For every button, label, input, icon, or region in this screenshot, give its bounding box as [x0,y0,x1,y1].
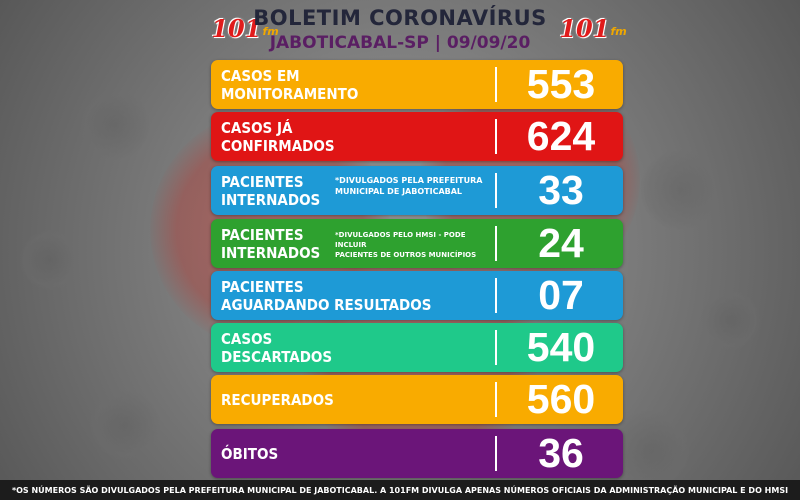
virus-illustration [20,230,80,290]
stat-value: 33 [538,167,584,213]
virus-illustration [90,390,160,460]
stat-label: CASOS DESCARTADOS [221,323,521,372]
virus-illustration [700,290,760,350]
stat-divider [495,173,497,208]
stat-value: 24 [538,220,584,266]
stat-value: 36 [538,430,584,476]
stat-label-line: CASOS JÁ [221,118,293,137]
stat-label-line: PACIENTES [221,277,304,296]
stat-label: ÓBITOS [221,429,521,478]
stat-label-line: CONFIRMADOS [221,136,335,155]
stat-row: PACIENTES INTERNADOS *DIVULGADOS PELA PREF… [211,166,623,215]
stat-label-line: INTERNADOS [221,243,321,262]
footer-disclaimer: *OS NÚMEROS SÃO DIVULGADOS PELA PREFEITU… [0,480,800,500]
stat-label: PACIENTES INTERNADOS [221,166,521,215]
stat-row: CASOS JÁ CONFIRMADOS 624 [211,112,623,161]
stat-value: 553 [526,61,596,107]
stat-divider [495,330,497,365]
stat-label-line: ÓBITOS [221,444,279,463]
stat-note: *DIVULGADOS PELA PREFEITURA MUNICIPAL DE … [335,175,493,197]
stat-label-line: CASOS EM [221,66,300,85]
stat-label: CASOS JÁ CONFIRMADOS [221,112,521,161]
radio-logo: 101 fm [559,13,627,43]
radio-logo: 101 fm [211,13,279,43]
stat-note-line: *DIVULGADOS PELO HMSI - PODE INCLUIR [335,231,466,249]
virus-illustration [80,90,150,160]
virus-illustration [640,150,720,230]
stat-divider [495,67,497,102]
stat-label: RECUPERADOS [221,375,521,424]
stat-row: RECUPERADOS 560 [211,375,623,424]
stat-row: CASOS EM MONITORAMENTO 553 [211,60,623,109]
header: 101 fm BOLETIM CORONAVÍRUS JABOTICABAL-SP… [0,0,800,60]
stat-value: 560 [526,376,596,422]
stat-label: CASOS EM MONITORAMENTO [221,60,521,109]
stat-row: ÓBITOS 36 [211,429,623,478]
stat-divider [495,119,497,154]
stat-divider [495,382,497,417]
page-subtitle: JABOTICABAL-SP | 09/09/20 [269,33,531,53]
stat-note-line: PACIENTES DE OUTROS MUNICÍPIOS [335,251,477,259]
virus-illustration [610,410,690,490]
stat-divider [495,226,497,261]
stat-row: PACIENTES AGUARDANDO RESULTADOS 07 [211,271,623,320]
stat-label-line: DESCARTADOS [221,347,333,366]
page-title: BOLETIM CORONAVÍRUS [253,6,547,30]
stat-value: 624 [526,113,596,159]
stat-label-line: MONITORAMENTO [221,84,359,103]
stat-divider [495,278,497,313]
stat-label-line: PACIENTES [221,172,304,191]
stat-label-line: AGUARDANDO RESULTADOS [221,295,432,314]
stat-divider [495,436,497,471]
stat-label-line: INTERNADOS [221,190,321,209]
stat-value: 540 [526,324,596,370]
stat-value: 07 [538,272,584,318]
stat-label: PACIENTES AGUARDANDO RESULTADOS [221,271,521,320]
stat-label: PACIENTES INTERNADOS [221,219,521,268]
stat-note-line: *DIVULGADOS PELA PREFEITURA [335,176,483,185]
stat-label-line: RECUPERADOS [221,390,334,409]
stat-row: CASOS DESCARTADOS 540 [211,323,623,372]
stat-label-line: PACIENTES [221,225,304,244]
stat-note-line: MUNICIPAL DE JABOTICABAL [335,187,463,196]
stat-row: PACIENTES INTERNADOS *DIVULGADOS PELO HMSI… [211,219,623,268]
stat-label-line: CASOS [221,329,273,348]
stat-note: *DIVULGADOS PELO HMSI - PODE INCLUIR PACI… [335,230,493,260]
